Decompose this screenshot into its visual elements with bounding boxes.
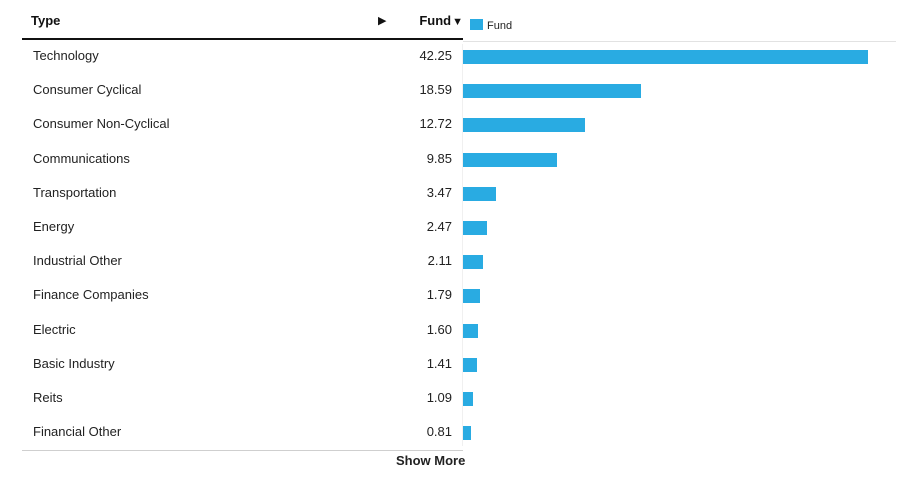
table-row: Communications 9.85 xyxy=(22,143,463,177)
legend-label: Fund xyxy=(487,20,513,32)
sort-down-icon[interactable]: ▼ xyxy=(452,16,463,28)
fund-bar xyxy=(463,220,487,235)
table-row: Technology 42.25 xyxy=(22,40,463,74)
table-row: Basic Industry 1.41 xyxy=(22,348,463,382)
row-type-label: Energy xyxy=(33,218,75,234)
row-type-label: Reits xyxy=(33,389,63,405)
bar-row xyxy=(463,211,883,245)
row-type-label: Financial Other xyxy=(33,424,122,440)
bar-row xyxy=(463,74,883,108)
row-type-label: Transportation xyxy=(33,184,117,200)
row-type-label: Industrial Other xyxy=(33,253,122,269)
table-footer-divider xyxy=(22,450,463,451)
bar-row xyxy=(463,108,883,142)
row-fund-value: 42.25 xyxy=(419,48,452,63)
chart-legend: Fund xyxy=(470,19,512,32)
bar-row xyxy=(463,279,883,313)
row-fund-value: 9.85 xyxy=(426,150,452,166)
fund-bar xyxy=(463,289,480,304)
table-row: Industrial Other 2.11 xyxy=(22,245,463,279)
row-fund-value: 1.79 xyxy=(426,287,452,303)
fund-bar xyxy=(463,426,471,441)
bar-row xyxy=(463,382,883,416)
row-type-label: Technology xyxy=(33,48,99,63)
row-type-label: Consumer Cyclical xyxy=(33,82,142,98)
row-type-label: Consumer Non-Cyclical xyxy=(33,116,170,132)
row-fund-value: 3.47 xyxy=(426,184,452,200)
table-row: Consumer Non-Cyclical 12.72 xyxy=(22,108,463,142)
fund-bar xyxy=(463,118,585,133)
table-row: Electric 1.60 xyxy=(22,314,463,348)
row-type-label: Communications xyxy=(33,150,130,166)
bar-chart xyxy=(463,40,883,450)
bar-row xyxy=(463,348,883,382)
fund-bar xyxy=(463,50,868,64)
row-fund-value: 1.41 xyxy=(426,355,452,371)
type-column-header: Type xyxy=(31,13,61,28)
chart-baseline xyxy=(462,44,463,446)
table-row: Transportation 3.47 xyxy=(22,177,463,211)
table-row: Financial Other 0.81 xyxy=(22,416,463,450)
fund-bar xyxy=(463,255,483,270)
row-type-label: Finance Companies xyxy=(33,287,149,303)
bar-row xyxy=(463,143,883,177)
row-fund-value: 12.72 xyxy=(419,116,452,132)
table-row: Reits 1.09 xyxy=(22,382,463,416)
legend-swatch xyxy=(470,19,483,30)
row-fund-value: 2.47 xyxy=(426,218,452,234)
fund-bar xyxy=(463,357,477,372)
row-fund-value: 1.09 xyxy=(426,389,452,405)
table-row: Finance Companies 1.79 xyxy=(22,279,463,313)
bar-row xyxy=(463,40,883,74)
bar-row xyxy=(463,177,883,211)
row-fund-value: 18.59 xyxy=(419,82,452,98)
play-right-icon[interactable]: ▶ xyxy=(378,15,387,27)
fund-bar xyxy=(463,152,557,167)
row-fund-value: 2.11 xyxy=(427,253,452,269)
fund-bar xyxy=(463,186,496,201)
fund-column-header-label: Fund xyxy=(419,13,452,28)
table-body: Technology 42.25 Consumer Cyclical 18.59 Con… xyxy=(22,40,463,450)
bar-row xyxy=(463,245,883,279)
table-header: Type ▶ Fund▼ xyxy=(22,0,463,40)
bar-row xyxy=(463,314,883,348)
chart-top-divider xyxy=(463,41,896,42)
table-row: Consumer Cyclical 18.59 xyxy=(22,74,463,108)
row-fund-value: 0.81 xyxy=(426,424,452,440)
show-more-button[interactable]: Show More xyxy=(396,453,466,468)
row-type-label: Basic Industry xyxy=(33,355,115,371)
row-type-label: Electric xyxy=(33,321,76,337)
bar-row xyxy=(463,416,883,450)
fund-bar xyxy=(463,84,641,99)
fund-bar xyxy=(463,323,478,338)
fund-bar xyxy=(463,391,473,406)
table-row: Energy 2.47 xyxy=(22,211,463,245)
fund-column-header[interactable]: Fund▼ xyxy=(419,13,463,28)
row-fund-value: 1.60 xyxy=(426,321,452,337)
